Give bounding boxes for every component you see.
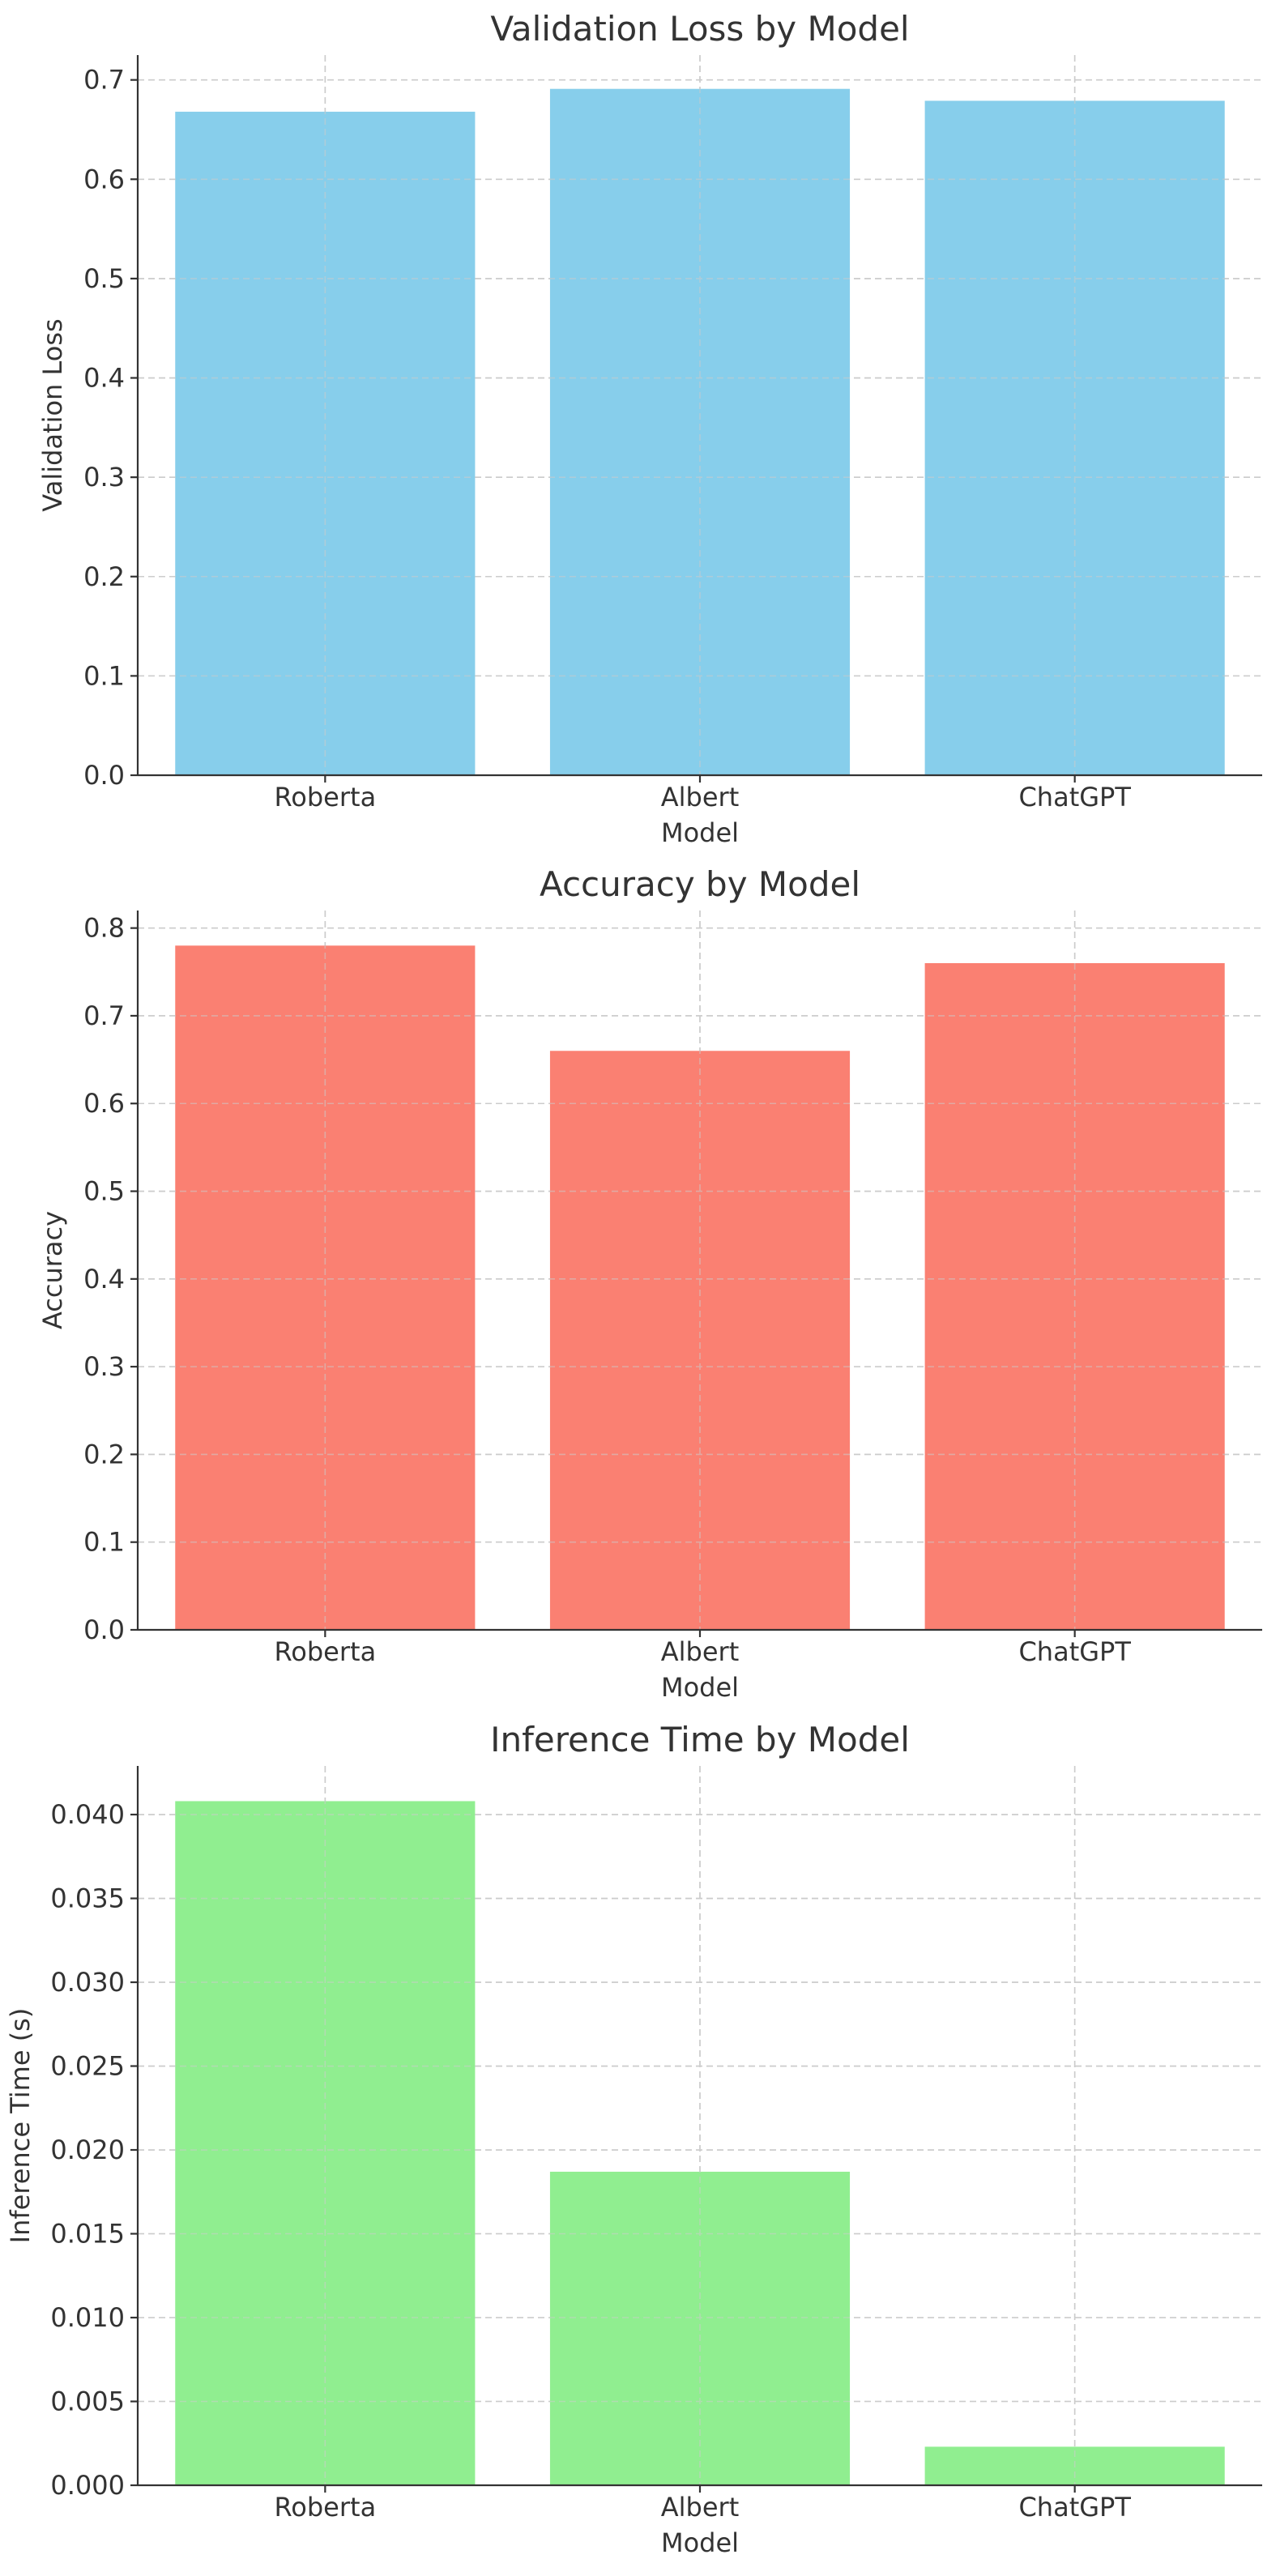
y-tick-label: 0.5 (83, 263, 125, 294)
y-tick-label: 0.7 (83, 1000, 125, 1031)
x-tick-label: Roberta (274, 2492, 376, 2523)
inference-time-chart: Inference Time by Model Model Inference … (5, 1720, 1262, 2558)
y-tick-label: 0.3 (83, 1351, 125, 1382)
x-axis-label: Model (661, 1672, 739, 1703)
x-tick-label: Albert (661, 2492, 739, 2523)
x-tick-label: ChatGPT (1018, 782, 1131, 812)
y-tick-label: 0.025 (50, 2051, 125, 2082)
bar-roberta (175, 111, 476, 775)
validation-loss-chart: Validation Loss by Model Model Validatio… (37, 9, 1262, 848)
y-tick-label: 0.7 (83, 65, 125, 96)
chart-title: Accuracy by Model (540, 864, 860, 904)
y-tick-label: 0.020 (50, 2135, 125, 2165)
y-tick-label: 0.5 (83, 1176, 125, 1207)
y-tick-label: 0.4 (83, 1264, 125, 1294)
y-axis-label: Inference Time (s) (5, 2008, 36, 2244)
y-tick-label: 0.6 (83, 164, 125, 194)
x-axis-label: Model (661, 2527, 739, 2558)
y-tick-label: 0.4 (83, 363, 125, 394)
y-tick-label: 0.1 (83, 660, 125, 691)
y-tick-label: 0.015 (50, 2219, 125, 2250)
x-tick-label: Albert (661, 1636, 739, 1667)
accuracy-chart: Accuracy by Model Model Accuracy 0.0 0.1 0… (37, 864, 1262, 1703)
y-tick-label: 0.000 (50, 2470, 125, 2501)
y-tick-label: 0.2 (83, 561, 125, 592)
y-axis-label: Validation Loss (37, 318, 68, 511)
y-tick-label: 0.030 (50, 1967, 125, 1998)
y-tick-label: 0.035 (50, 1883, 125, 1914)
y-tick-label: 0.3 (83, 462, 125, 493)
y-tick-label: 0.1 (83, 1527, 125, 1558)
x-tick-label: Roberta (274, 782, 376, 812)
x-tick-label: ChatGPT (1018, 1636, 1131, 1667)
y-tick-label: 0.8 (83, 913, 125, 944)
y-tick-label: 0.040 (50, 1799, 125, 1830)
bars (175, 88, 1225, 775)
x-axis-label: Model (661, 817, 739, 848)
x-tick-label: ChatGPT (1018, 2492, 1131, 2523)
chart-title: Inference Time by Model (490, 1720, 910, 1759)
y-axis-label: Accuracy (37, 1211, 68, 1329)
x-tick-label: Albert (661, 782, 739, 812)
y-tick-label: 0.0 (83, 1614, 125, 1645)
y-tick-label: 0.005 (50, 2386, 125, 2417)
x-tick-label: Roberta (274, 1636, 376, 1667)
y-tick-label: 0.2 (83, 1439, 125, 1469)
y-tick-label: 0.010 (50, 2302, 125, 2333)
y-tick-label: 0.0 (83, 760, 125, 791)
y-tick-label: 0.6 (83, 1088, 125, 1119)
chart-title: Validation Loss by Model (490, 9, 909, 49)
